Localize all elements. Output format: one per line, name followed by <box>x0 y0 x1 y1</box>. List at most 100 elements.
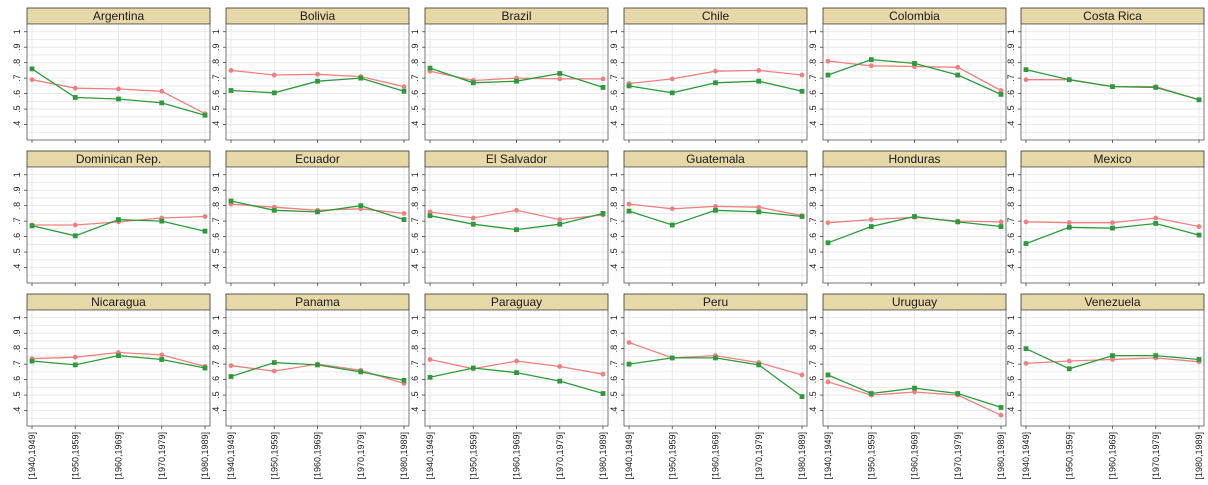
y-tick-label: .6 <box>1006 90 1016 98</box>
data-point-green <box>955 219 961 225</box>
data-point-green <box>799 88 805 94</box>
data-point-red <box>228 363 234 369</box>
data-point-green <box>600 85 606 90</box>
data-point-red <box>600 76 606 82</box>
data-point-green <box>29 223 35 229</box>
data-point-green <box>315 78 320 84</box>
data-point-green <box>116 217 121 222</box>
y-tick-label: .7 <box>609 360 619 368</box>
y-tick-label: .8 <box>211 59 221 67</box>
data-point-green <box>1153 353 1159 359</box>
data-point-red <box>1023 360 1029 366</box>
y-tick-label: .9 <box>12 329 22 337</box>
y-tick-label: .7 <box>808 74 818 82</box>
panel-ecuador: Ecuador .4 .5 .6 .7 .8 .9 1 <box>211 150 410 286</box>
data-point-green <box>868 391 874 396</box>
data-point-green <box>626 208 632 214</box>
y-tick-label: .9 <box>1006 186 1016 194</box>
data-point-red <box>998 88 1004 93</box>
y-tick-label: 1 <box>12 315 22 320</box>
data-point-red <box>427 357 433 362</box>
data-point-red <box>514 358 519 364</box>
data-point-red <box>116 86 121 92</box>
data-point-green <box>358 203 364 209</box>
data-point-green <box>799 394 805 400</box>
y-tick-label: .8 <box>211 202 221 210</box>
data-point-green <box>1023 67 1029 73</box>
data-point-green <box>159 357 165 362</box>
data-point-red <box>427 209 433 215</box>
y-tick-label: .8 <box>410 345 420 353</box>
data-point-green <box>669 90 675 96</box>
y-tick-label: 1 <box>609 315 619 320</box>
data-point-green <box>358 75 364 81</box>
y-tick-label: .9 <box>808 186 818 194</box>
x-tick-label: [1970,1979] <box>157 432 167 480</box>
data-point-green <box>626 83 632 89</box>
y-tick-label: .7 <box>609 74 619 82</box>
y-tick-label: .7 <box>609 217 619 225</box>
y-tick-label: .7 <box>808 217 818 225</box>
x-tick-label: [1940,1949] <box>823 432 833 480</box>
data-point-green <box>713 355 718 361</box>
y-tick-label: .9 <box>410 43 420 51</box>
y-tick-label: .4 <box>410 121 420 129</box>
y-tick-label: .8 <box>609 345 619 353</box>
x-tick-label: [1970,1979] <box>1151 432 1161 480</box>
y-tick-label: .8 <box>1006 202 1016 210</box>
panel-title: Costa Rica <box>1083 9 1142 23</box>
y-tick-label: .5 <box>808 105 818 113</box>
panel-bolivia: Bolivia .4 .5 .6 .7 .8 .9 1 <box>211 7 410 143</box>
y-tick-label: 1 <box>808 172 818 177</box>
y-tick-label: .9 <box>609 43 619 51</box>
y-tick-label: .4 <box>410 264 420 272</box>
data-point-green <box>427 213 433 219</box>
panel-brazil: Brazil .4 .5 .6 .7 .8 .9 1 <box>410 7 609 143</box>
x-tick-label: [1970,1979] <box>754 432 764 480</box>
panel-venezuela: Venezuela .4 .5 .6 .7 .8 .9 1 [1940,1949] [1950,1… <box>1006 293 1205 480</box>
y-tick-label: .9 <box>211 43 221 51</box>
data-point-green <box>868 57 874 62</box>
data-point-green <box>1110 84 1115 90</box>
data-point-green <box>401 217 407 222</box>
y-tick-label: .4 <box>808 264 818 272</box>
y-tick-label: .5 <box>410 391 420 399</box>
y-tick-label: .5 <box>410 248 420 256</box>
y-tick-label: .5 <box>1006 248 1016 256</box>
data-point-red <box>825 58 831 64</box>
y-tick-label: .5 <box>808 391 818 399</box>
data-point-green <box>271 90 277 96</box>
data-point-red <box>1153 215 1159 221</box>
data-point-red <box>626 340 632 345</box>
data-point-green <box>401 88 407 94</box>
x-tick-label: [1950,1959] <box>667 432 677 480</box>
y-tick-label: .4 <box>211 407 221 415</box>
y-tick-label: 1 <box>12 29 22 34</box>
y-tick-label: .6 <box>609 233 619 241</box>
data-point-green <box>557 221 563 227</box>
y-tick-label: .8 <box>12 202 22 210</box>
y-tick-label: .4 <box>211 264 221 272</box>
y-tick-label: .7 <box>808 360 818 368</box>
y-tick-label: .4 <box>808 121 818 129</box>
data-point-green <box>514 370 519 376</box>
x-tick-label: [1960,1969] <box>711 432 721 480</box>
data-point-green <box>202 228 208 234</box>
y-tick-label: .9 <box>410 186 420 194</box>
data-point-green <box>228 374 234 379</box>
panel-mexico: Mexico .4 .5 .6 .7 .8 .9 1 <box>1006 150 1205 286</box>
y-tick-label: .5 <box>12 105 22 113</box>
y-tick-label: .9 <box>609 186 619 194</box>
data-point-green <box>1110 225 1115 231</box>
y-tick-label: .9 <box>12 43 22 51</box>
data-point-green <box>1066 224 1072 230</box>
data-point-red <box>401 84 407 90</box>
data-point-green <box>1023 346 1029 352</box>
y-tick-label: .4 <box>211 121 221 129</box>
y-tick-label: .8 <box>1006 59 1016 67</box>
y-tick-label: .8 <box>211 345 221 353</box>
data-point-red <box>912 389 917 395</box>
y-tick-label: .8 <box>410 202 420 210</box>
y-tick-label: 1 <box>808 315 818 320</box>
panel-title: Venezuela <box>1084 295 1140 309</box>
